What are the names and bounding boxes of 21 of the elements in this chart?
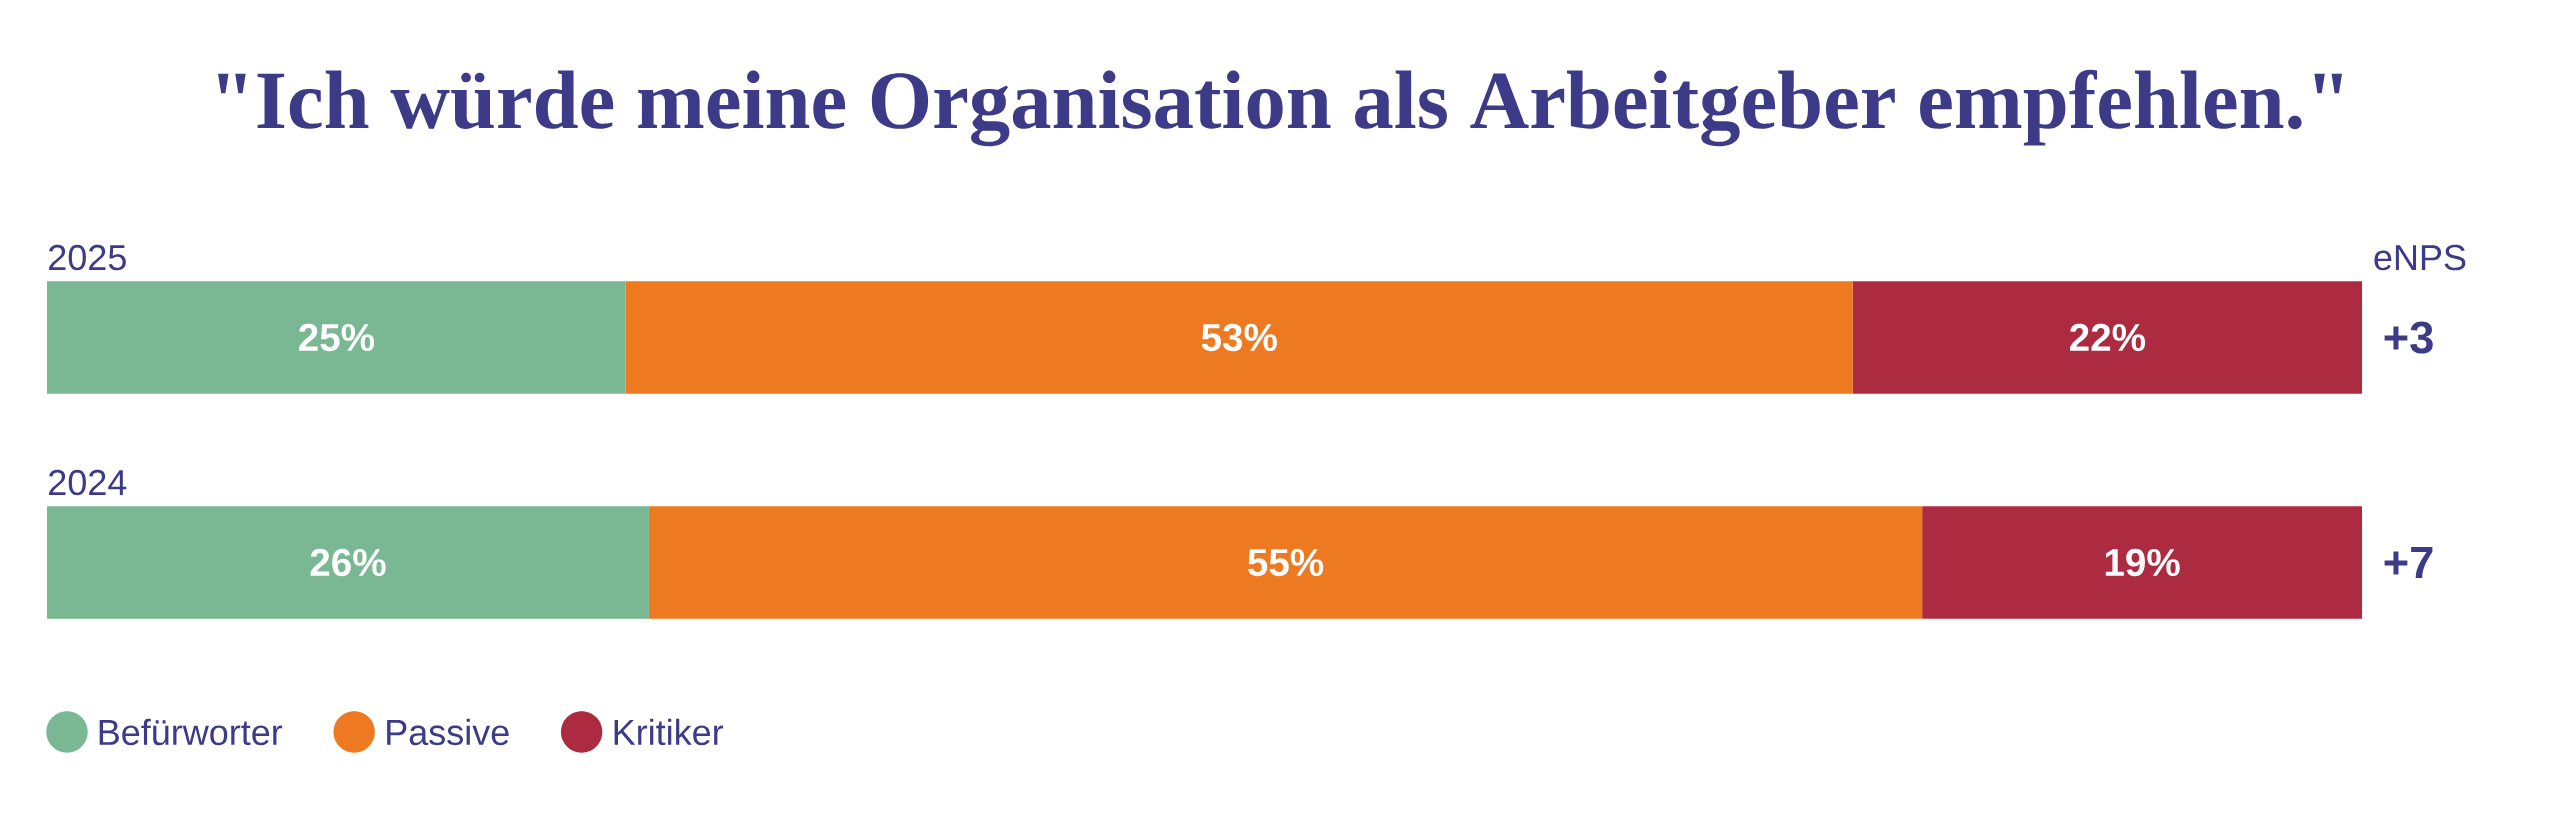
text: +3 (2384, 321, 2433, 354)
bar (1922, 506, 2363, 619)
legend-label: Befürworter (99, 718, 283, 746)
bar (625, 281, 1853, 394)
data-label: 55% (1248, 548, 1324, 577)
text: eNPS (2374, 244, 2466, 271)
chart-title: "Ich würde meine Organisation als Arbeitgeber empfehlen." (218, 69, 2343, 147)
data-label: 53% (1201, 323, 1277, 352)
bar (1852, 281, 2363, 394)
y-tick-label: 2025 (49, 244, 126, 271)
data-label: 19% (2105, 548, 2180, 577)
bar (47, 281, 626, 394)
data-label: 22% (2070, 323, 2146, 352)
bar (47, 506, 649, 619)
legend-label: Passive (387, 718, 509, 746)
bar (648, 506, 1923, 619)
data-label: 25% (299, 323, 375, 352)
y-tick-label: 2024 (49, 469, 127, 496)
data-label: 26% (310, 548, 386, 577)
legend-label: Kritiker (614, 718, 724, 746)
text: +7 (2384, 546, 2433, 579)
